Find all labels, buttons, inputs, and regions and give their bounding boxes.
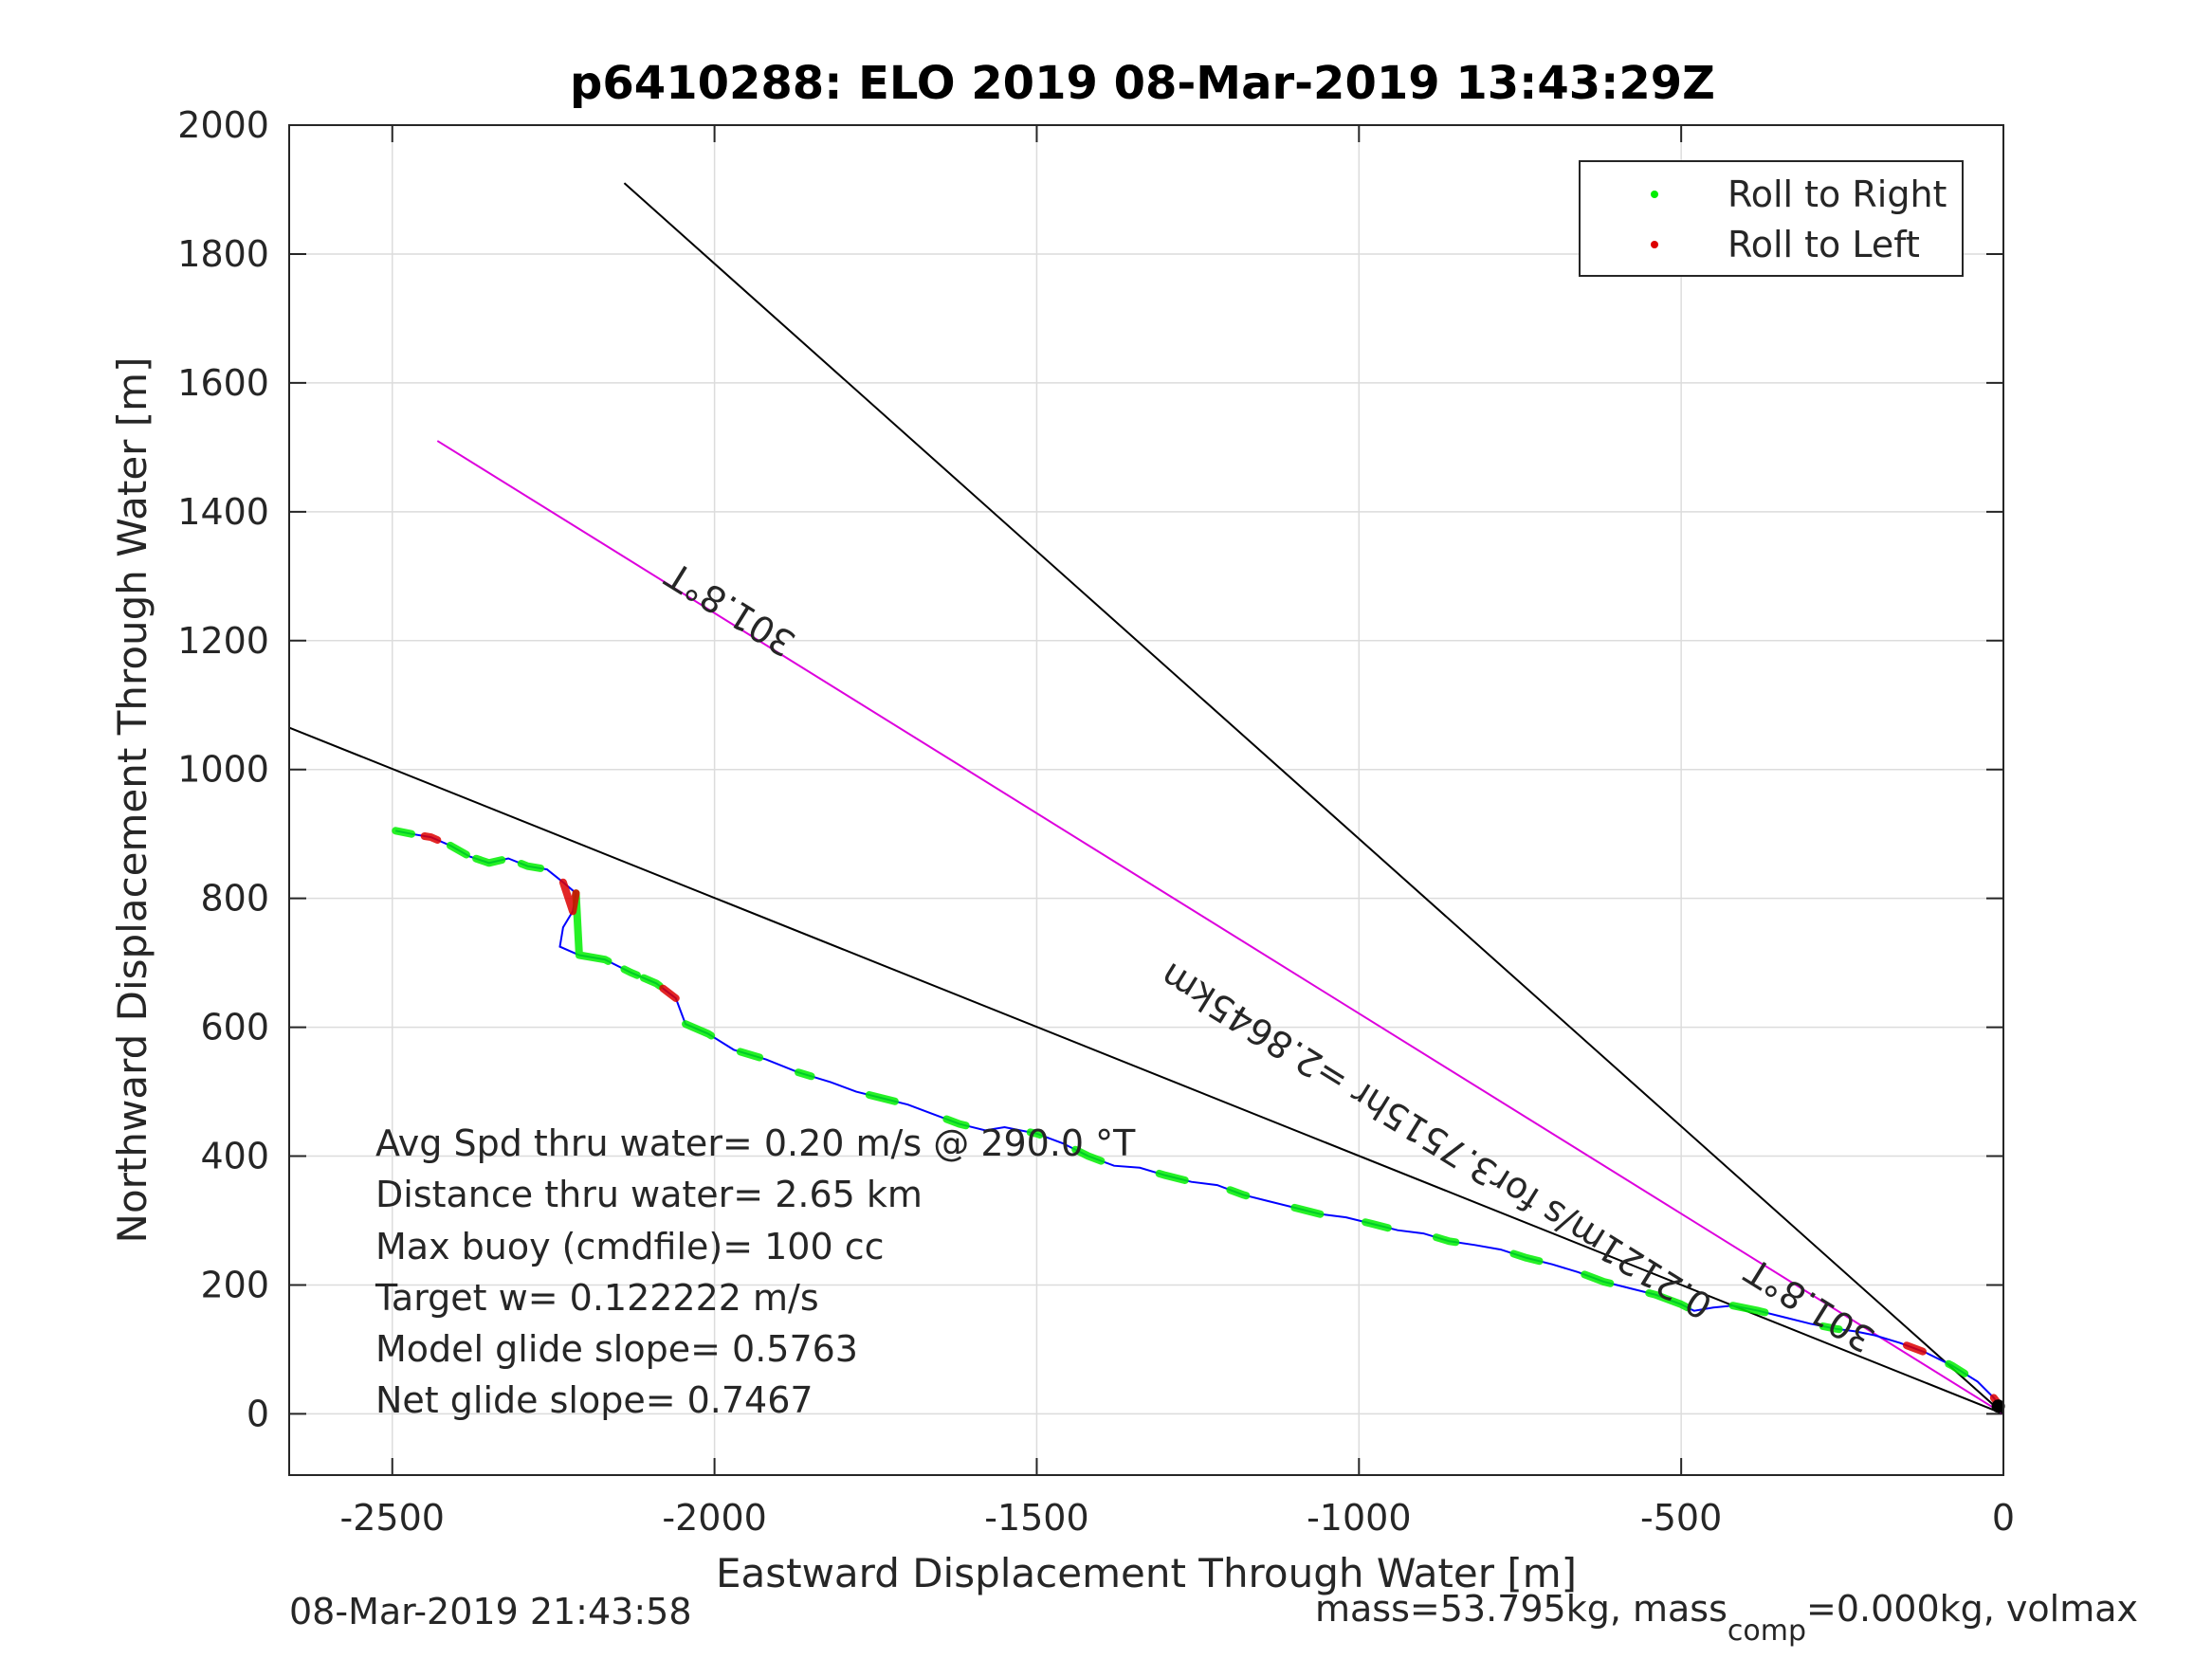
roll-right-segment (865, 1091, 899, 1105)
legend: Roll to Right Roll to Left (1579, 160, 1964, 277)
y-tick-label: 1600 (177, 362, 269, 404)
footer-mass-suffix: =0.000kg, volmax (1806, 1588, 2138, 1630)
footer-mass-subscript: comp (1728, 1614, 1806, 1648)
annotation-target-w: Target w= 0.122222 m/s (375, 1277, 819, 1319)
annotation-model-glide-slope: Model glide slope= 0.5763 (375, 1328, 858, 1370)
y-tick-labels: 0 200 400 600 800 1000 1200 1400 1600 1800 2000 (177, 104, 269, 1434)
roll-right-segment (1509, 1249, 1544, 1266)
footer-mass-prefix: mass=53.795kg, mass (1315, 1588, 1728, 1630)
y-tick-label: 600 (200, 1007, 269, 1048)
x-axis-label: Eastward Displacement Through Water [m] (716, 1550, 1577, 1596)
roll-right-segment (1155, 1169, 1189, 1184)
footer-timestamp: 08-Mar-2019 21:43:58 (289, 1591, 692, 1632)
roll-right-segment (1290, 1203, 1325, 1218)
heading-line (436, 440, 2004, 1415)
roll-right-segment (736, 1048, 764, 1062)
chart-title: p6410288: ELO 2019 08-Mar-2019 13:43:29Z (570, 57, 1715, 110)
roll-right-segment (639, 974, 664, 990)
roll-right-segment (446, 841, 470, 859)
annotation-max-buoy: Max buoy (cmdfile)= 100 cc (375, 1226, 885, 1267)
roll-left-segment (558, 878, 580, 916)
roll-right-segment (472, 854, 506, 867)
roll-right-segment (1071, 1145, 1106, 1165)
y-axis-label: Northward Displacement Through Water [m] (109, 357, 155, 1244)
axis-ticks (289, 124, 2004, 1475)
heading-line (623, 182, 2004, 1415)
plot-frame (288, 124, 2004, 1476)
roll-right-segment (682, 1020, 716, 1040)
y-tick-label: 2000 (177, 104, 269, 146)
y-tick-label: 400 (200, 1136, 269, 1177)
track-end-marker (1991, 1399, 2005, 1413)
annotation-net-glide-slope: Net glide slope= 0.7467 (375, 1379, 814, 1421)
roll-right-segment (620, 965, 641, 979)
roll-right-segment (1728, 1302, 1769, 1317)
annotation-avg-speed: Avg Spd thru water= 0.20 m/s @ 290.0 °T (375, 1122, 1136, 1164)
y-tick-label: 800 (200, 878, 269, 920)
roll-right-segment (1645, 1289, 1691, 1312)
annotation-distance: Distance thru water= 2.65 km (375, 1174, 923, 1215)
roll-left-segment (659, 984, 680, 1002)
x-tick-label: -2000 (662, 1497, 766, 1539)
legend-marker-roll-left (1651, 241, 1658, 248)
y-tick-label: 0 (247, 1393, 269, 1434)
y-tick-label: 200 (200, 1264, 269, 1305)
x-tick-label: -1500 (984, 1497, 1088, 1539)
legend-label-roll-left: Roll to Left (1728, 224, 1920, 265)
legend-box (1579, 160, 1964, 277)
y-tick-label: 1800 (177, 233, 269, 275)
roll-right-segment (1581, 1270, 1615, 1287)
x-tick-label: 0 (1992, 1497, 2015, 1539)
roll-right-segment (1819, 1322, 1843, 1334)
roll-right-segment (1226, 1186, 1251, 1200)
roll-right-segment (1432, 1233, 1460, 1247)
roll-markers (392, 827, 2005, 1413)
x-tick-label: -500 (1640, 1497, 1722, 1539)
roll-right-segment (1945, 1359, 1969, 1377)
roll-right-segment (942, 1115, 970, 1130)
plot-area (289, 125, 2003, 1475)
y-tick-label: 1000 (177, 749, 269, 791)
roll-right-segment (1026, 1128, 1044, 1139)
y-tick-label: 1400 (177, 491, 269, 533)
roll-right-segment (1362, 1218, 1392, 1232)
roll-right-segment (572, 889, 612, 965)
x-tick-label: -1000 (1307, 1497, 1411, 1539)
heading-line (288, 726, 2004, 1415)
x-tick-label: -2500 (340, 1497, 445, 1539)
roll-right-segment (392, 827, 416, 838)
roll-right-segment (517, 860, 545, 872)
roll-right-segment (795, 1068, 815, 1081)
y-tick-label: 1200 (177, 620, 269, 662)
heading-lines (288, 182, 2004, 1415)
footer-mass: mass=53.795kg, masscomp=0.000kg, volmax (1315, 1588, 2138, 1648)
legend-marker-roll-right (1651, 191, 1658, 198)
legend-label-roll-right: Roll to Right (1728, 173, 1947, 215)
roll-left-segment (1903, 1341, 1927, 1356)
roll-left-segment (420, 832, 442, 844)
x-tick-labels: -2500 -2000 -1500 -1000 -500 0 (340, 1497, 2016, 1539)
stats-annotations: Avg Spd thru water= 0.20 m/s @ 290.0 °T … (375, 1122, 1136, 1421)
